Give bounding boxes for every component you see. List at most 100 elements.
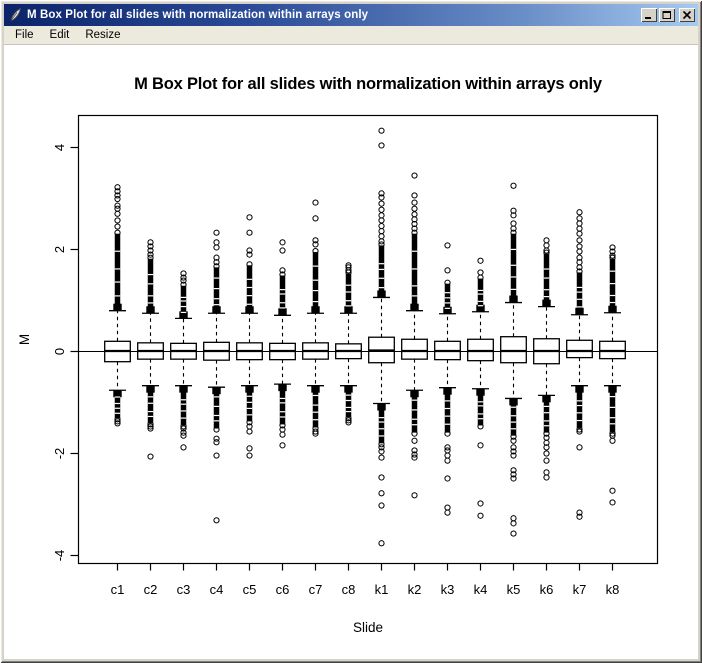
band-gap	[576, 291, 583, 293]
outlier-dense-head	[410, 303, 419, 311]
menu-resize[interactable]: Resize	[85, 29, 121, 41]
outlier-point	[147, 239, 154, 246]
band-gap	[114, 268, 121, 270]
outlier-point	[543, 430, 550, 437]
outlier-point	[180, 270, 187, 277]
outlier-point	[312, 428, 319, 435]
band-gap	[477, 418, 484, 420]
band-gap	[576, 286, 583, 289]
y-axis-label: M	[17, 334, 32, 345]
box-k2	[401, 338, 428, 360]
outlier-dense-band	[576, 385, 583, 429]
outlier-point	[279, 422, 286, 429]
outlier-point	[180, 425, 187, 432]
outlier-point	[510, 207, 517, 214]
box-k5	[500, 336, 527, 364]
outlier-point	[180, 432, 187, 439]
outlier-dense-head	[278, 308, 287, 316]
outlier-point	[444, 457, 451, 464]
outlier-point	[444, 452, 451, 459]
band-gap	[246, 395, 253, 397]
outlier-dense-head	[575, 385, 584, 393]
outlier-dense-band	[114, 390, 121, 419]
menu-file[interactable]: File	[15, 29, 34, 41]
band-gap	[510, 421, 517, 423]
band-gap	[312, 289, 319, 292]
outlier-point	[114, 210, 121, 217]
x-tick-label: c2	[144, 582, 158, 597]
outlier-dense-head	[212, 306, 221, 314]
outlier-dense-band	[147, 258, 154, 314]
x-tick-label: c8	[342, 582, 356, 597]
x-tick-label: k4	[474, 582, 488, 597]
outlier-point	[510, 220, 517, 227]
outlier-point	[114, 205, 121, 212]
outlier-dense-band	[114, 233, 121, 311]
outlier-point	[378, 490, 385, 497]
band-gap	[411, 424, 418, 426]
outlier-dense-band	[345, 273, 352, 314]
band-gap	[246, 286, 253, 289]
outlier-point	[147, 243, 154, 250]
outlier-point	[411, 192, 418, 199]
outlier-point	[246, 419, 253, 426]
band-gap	[114, 396, 121, 398]
band-gap	[114, 250, 121, 252]
outlier-point	[345, 419, 352, 426]
outlier-dense-band	[444, 387, 451, 433]
outlier-dense-band	[609, 385, 616, 433]
outlier-dense-band	[246, 385, 253, 422]
band-gap	[180, 296, 187, 299]
band-gap	[246, 407, 253, 410]
x-tick-label: c5	[243, 582, 257, 597]
band-gap	[345, 394, 352, 396]
window-controls	[641, 8, 695, 22]
band-gap	[411, 250, 418, 252]
band-gap	[411, 268, 418, 270]
outlier-dense-head	[509, 295, 518, 303]
outlier-point	[378, 212, 385, 219]
outlier-point	[576, 444, 583, 451]
outlier-dense-band	[378, 403, 385, 444]
band-gap	[180, 403, 187, 405]
outlier-point	[114, 229, 121, 236]
band-gap	[576, 419, 583, 422]
outlier-point	[576, 509, 583, 516]
x-tick-label: k8	[606, 582, 620, 597]
outlier-point	[411, 205, 418, 212]
menubar: File Edit Resize	[4, 26, 698, 45]
menu-edit[interactable]: Edit	[49, 29, 70, 41]
band-gap	[279, 293, 286, 295]
band-gap	[345, 300, 352, 302]
band-gap	[213, 298, 220, 300]
x-tick-label: c6	[276, 582, 290, 597]
band-gap	[114, 412, 121, 414]
outlier-point	[246, 214, 253, 221]
outlier-point	[378, 190, 385, 197]
maximize-icon	[662, 11, 671, 19]
outlier-point	[345, 417, 352, 424]
outlier-dense-head	[179, 385, 188, 393]
outlier-dense-head	[344, 306, 353, 314]
maximize-button[interactable]	[659, 8, 675, 22]
outlier-point	[114, 202, 121, 209]
titlebar[interactable]: M Box Plot for all slides with normaliza…	[4, 4, 698, 26]
outlier-point	[477, 512, 484, 519]
outlier-point	[312, 241, 319, 248]
outlier-point	[147, 251, 154, 258]
outlier-point	[147, 453, 154, 460]
minimize-button[interactable]	[641, 8, 657, 22]
band-gap	[114, 281, 121, 283]
y-tick-label: -4	[52, 550, 67, 562]
band-gap	[246, 295, 253, 297]
outlier-dense-band	[213, 387, 220, 429]
outlier-point	[378, 233, 385, 240]
outlier-point	[576, 426, 583, 433]
outlier-point	[114, 223, 121, 230]
band-gap	[444, 415, 451, 417]
band-gap	[477, 300, 484, 302]
band-gap	[246, 278, 253, 280]
outlier-point	[444, 475, 451, 482]
close-button[interactable]	[679, 8, 695, 22]
band-gap	[543, 268, 550, 270]
